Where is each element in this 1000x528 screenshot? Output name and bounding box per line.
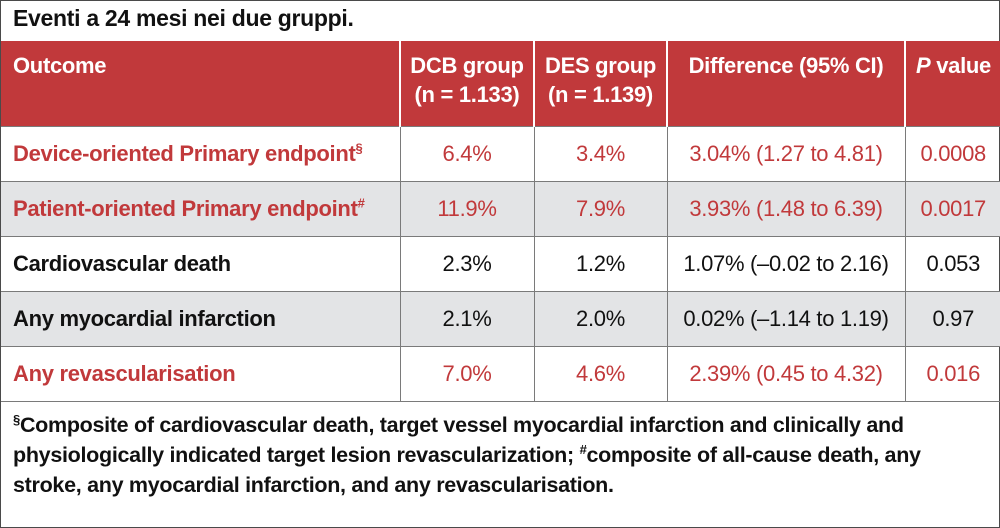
cell-outcome: Patient-oriented Primary endpoint# [1,181,401,237]
cell-p-value: 0.053 [904,236,1000,292]
header-dcb-group: DCB group (n = 1.133) [399,41,534,127]
cell-des: 4.6% [533,346,668,402]
cell-dcb: 6.4% [399,126,535,182]
table-row-revascularisation: Any revascularisation 7.0% 4.6% 2.39% (0… [1,346,1000,402]
header-outcome: Outcome [1,41,400,127]
header-difference: Difference (95% CI) [666,41,905,127]
cell-des: 1.2% [533,236,668,292]
footnote: §Composite of cardiovascular death, targ… [1,401,1000,510]
cell-p-value: 0.97 [904,291,1000,347]
table-row-cardiovascular-death: Cardiovascular death 2.3% 1.2% 1.07% (–0… [1,236,1000,292]
table-row-device-oriented: Device-oriented Primary endpoint§ 6.4% 3… [1,126,1000,182]
cell-outcome: Cardiovascular death [1,236,401,292]
cell-p-value: 0.016 [904,346,1000,402]
header-p-value: P value [904,41,1000,127]
cell-difference: 1.07% (–0.02 to 2.16) [666,236,906,292]
table-row-myocardial-infarction: Any myocardial infarction 2.1% 2.0% 0.02… [1,291,1000,347]
cell-dcb: 2.1% [399,291,535,347]
cell-dcb: 7.0% [399,346,535,402]
cell-outcome: Any myocardial infarction [1,291,401,347]
cell-dcb: 11.9% [399,181,535,237]
cell-des: 2.0% [533,291,668,347]
table-caption: Eventi a 24 mesi nei due gruppi. [13,5,354,31]
header-row: Outcome DCB group (n = 1.133) DES group … [1,41,1000,127]
table-row-patient-oriented: Patient-oriented Primary endpoint# 11.9%… [1,181,1000,237]
cell-p-value: 0.0017 [904,181,1000,237]
cell-des: 7.9% [533,181,668,237]
cell-difference: 0.02% (–1.14 to 1.19) [666,291,906,347]
footnote-row: §Composite of cardiovascular death, targ… [1,401,1000,510]
cell-p-value: 0.0008 [904,126,1000,182]
cell-outcome: Device-oriented Primary endpoint§ [1,126,401,182]
cell-dcb: 2.3% [399,236,535,292]
cell-des: 3.4% [533,126,668,182]
cell-difference: 3.04% (1.27 to 4.81) [666,126,906,182]
outcomes-table: Outcome DCB group (n = 1.133) DES group … [1,41,1000,510]
cell-outcome: Any revascularisation [1,346,401,402]
header-des-group: DES group (n = 1.139) [533,41,667,127]
cell-difference: 3.93% (1.48 to 6.39) [666,181,906,237]
cell-difference: 2.39% (0.45 to 4.32) [666,346,906,402]
